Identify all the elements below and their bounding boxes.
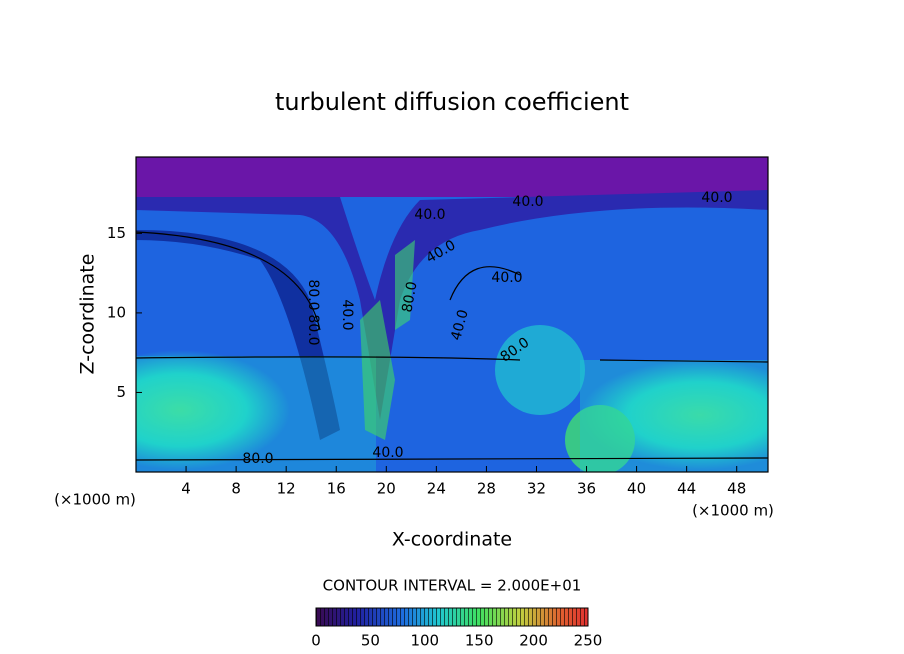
y-tick-label: 10 <box>107 303 126 321</box>
contour-label: 80.0 <box>399 280 420 313</box>
x-tick-label: 28 <box>477 480 496 498</box>
contour-label: 40.0 <box>414 207 445 223</box>
contour-label: 80.0 <box>305 279 321 310</box>
contour-label: 80.0 <box>305 314 321 345</box>
x-tick-label: 20 <box>377 480 396 498</box>
colorbar-tick-label: 150 <box>465 632 494 650</box>
contour-label: 40.0 <box>491 270 522 286</box>
x-unit-label: (×1000 m) <box>692 502 774 520</box>
contour-field <box>136 157 768 472</box>
plot-frame <box>135 156 769 473</box>
contour-label: 40.0 <box>339 299 355 330</box>
x-tick-label: 40 <box>627 480 646 498</box>
colorbar-tick-label: 50 <box>361 632 380 650</box>
contour-label: 40.0 <box>701 190 732 206</box>
colorbar-tick-label: 0 <box>311 632 321 650</box>
contour-label: 40.0 <box>372 445 403 461</box>
colorbar-frame <box>315 607 589 627</box>
contour-label: 40.0 <box>448 308 472 342</box>
colorbar-tick-label: 200 <box>519 632 548 650</box>
x-tick-label: 36 <box>577 480 596 498</box>
y-axis-label: Z-coordinate <box>77 254 99 375</box>
contour-interval: CONTOUR INTERVAL = 2.000E+01 <box>323 577 582 595</box>
chart-title: turbulent diffusion coefficient <box>275 88 629 116</box>
y-tick-label: 5 <box>116 383 126 401</box>
x-tick-label: 32 <box>527 480 546 498</box>
colorbar-tick-label: 100 <box>410 632 439 650</box>
x-tick-label: 12 <box>277 480 296 498</box>
x-tick-label: 4 <box>181 480 191 498</box>
x-tick-label: 24 <box>427 480 446 498</box>
x-tick-label: 16 <box>327 480 346 498</box>
y-tick-label: 15 <box>107 224 126 242</box>
x-axis-label: X-coordinate <box>392 529 512 551</box>
x-unit-label: (×1000 m) <box>54 491 136 509</box>
colorbar-tick-label: 250 <box>574 632 603 650</box>
x-tick-label: 44 <box>677 480 696 498</box>
contour-label: 40.0 <box>512 194 543 210</box>
x-tick-label: 48 <box>727 480 746 498</box>
contour-label: 80.0 <box>242 451 273 467</box>
x-tick-label: 8 <box>231 480 241 498</box>
